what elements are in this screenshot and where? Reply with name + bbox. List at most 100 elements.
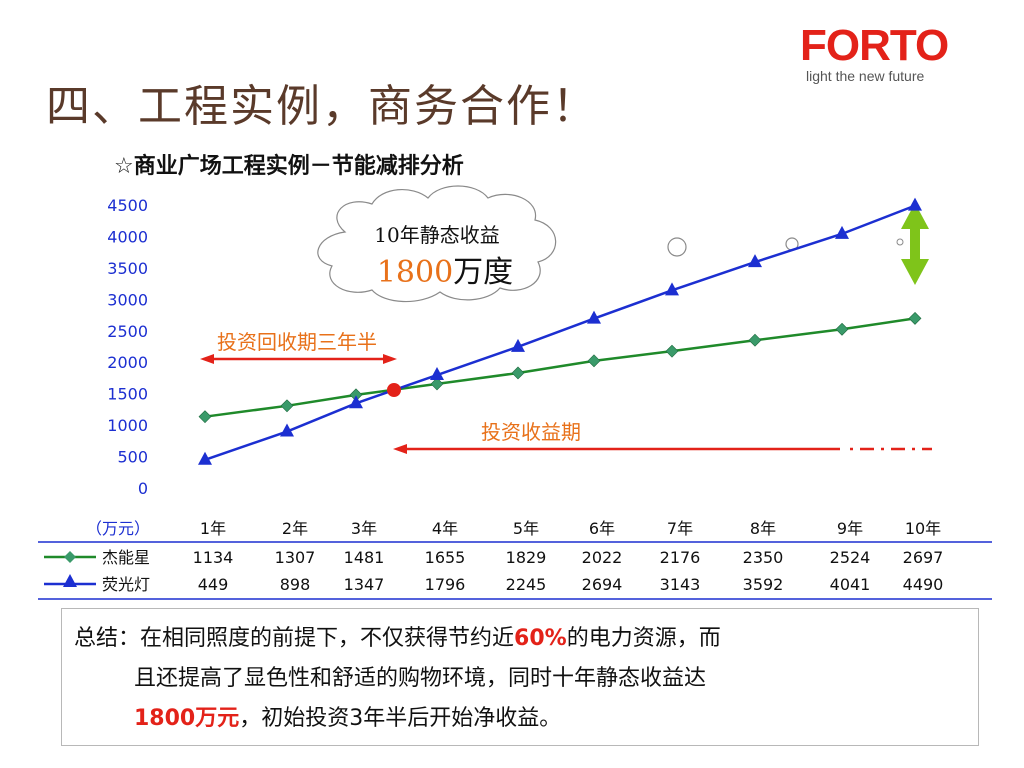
y-tick-label: 1000 — [107, 416, 148, 435]
x-tick-label: 5年 — [513, 519, 539, 538]
y-tick-label: 4000 — [107, 227, 148, 246]
x-tick-label: 6年 — [589, 519, 615, 538]
table-cell: 3143 — [660, 575, 701, 594]
table-row: 杰能星 1134 1307 1481 1655 1829 2022 2176 2350 2524 2… — [44, 548, 943, 567]
table-cell: 1655 — [425, 548, 466, 567]
line-chart: 0 500 1000 1500 2000 2500 3000 3500 4000 4500 10年… — [107, 185, 932, 498]
data-point-diamond — [748, 333, 762, 347]
summary-line-2: 且还提高了显色性和舒适的购物环境，同时十年静态收益达 — [134, 666, 707, 691]
data-point-diamond — [587, 354, 601, 368]
legend-marker-diamond — [64, 551, 76, 563]
data-point-triangle — [908, 197, 922, 211]
data-point-triangle — [430, 367, 444, 381]
data-point-triangle — [349, 395, 363, 409]
data-table-grid: （万元） 1年 2年 3年 4年 5年 6年 7年 8年 9年 10年 杰能星 1134 1307 14… — [38, 519, 992, 600]
data-point-diamond — [908, 311, 922, 325]
chart-subtitle: ☆商业广场工程实例－节能减排分析 — [114, 148, 464, 180]
table-cell: 4041 — [830, 575, 871, 594]
table-cell: 1481 — [344, 548, 385, 567]
y-tick-label: 3000 — [107, 290, 148, 309]
unit-label: （万元） — [86, 519, 150, 538]
star-icon: ☆ — [114, 154, 134, 179]
y-tick-label: 2000 — [107, 353, 148, 372]
table-cell: 2694 — [582, 575, 623, 594]
table-cell: 3592 — [743, 575, 784, 594]
data-point-diamond — [665, 344, 679, 358]
table-header-row: （万元） 1年 2年 3年 4年 5年 6年 7年 8年 9年 10年 — [86, 519, 941, 538]
bubble-small — [896, 238, 904, 246]
x-tick-label: 8年 — [750, 519, 776, 538]
summary-box: 总结：在相同照度的前提下，不仅获得节约近60%的电力资源，而 且还提高了显色性和… — [61, 608, 979, 746]
cloud-shape — [317, 185, 557, 303]
data-point-triangle — [835, 225, 849, 239]
table-cell: 2350 — [743, 548, 784, 567]
gain-cloud: 10年静态收益 1800万度 — [317, 185, 557, 303]
table-cell: 2697 — [903, 548, 944, 567]
y-tick-label: 1500 — [107, 385, 148, 404]
data-point-diamond — [280, 399, 294, 413]
y-tick-label: 0 — [138, 479, 148, 498]
summary-highlight-percent: 60% — [514, 626, 567, 651]
legend-marker-triangle — [63, 574, 77, 587]
subtitle-text: 商业广场工程实例－节能减排分析 — [133, 154, 464, 179]
x-tick-label: 9年 — [837, 519, 863, 538]
data-point-triangle — [198, 451, 212, 465]
payback-label: 投资回收期三年半 — [217, 330, 377, 354]
series-markers — [198, 197, 922, 465]
cloud-label: 10年静态收益 — [374, 223, 499, 247]
bubble-large — [667, 237, 687, 257]
summary-line-3: 1800万元，初始投资3年半后开始净收益。 — [74, 699, 966, 739]
table-cell: 898 — [280, 575, 311, 594]
data-point-diamond — [835, 322, 849, 336]
profit-arrow — [393, 444, 932, 454]
x-tick-label: 2年 — [282, 519, 308, 538]
profit-label: 投资收益期 — [481, 420, 581, 444]
series-name: 杰能星 — [102, 548, 150, 567]
table-cell: 2524 — [830, 548, 871, 567]
x-tick-label: 4年 — [432, 519, 458, 538]
data-point-diamond — [198, 410, 212, 424]
table-cell: 449 — [198, 575, 229, 594]
break-even-point — [387, 383, 401, 397]
table-cell: 1307 — [275, 548, 316, 567]
logo-tagline: light the new future — [806, 68, 925, 84]
y-tick-label: 500 — [117, 448, 148, 467]
logo-word: FORTO — [800, 21, 949, 70]
data-table: （万元） 1年 2年 3年 4年 5年 6年 7年 8年 9年 10年 杰能星 1134 1307 14… — [38, 513, 992, 605]
table-cell: 1796 — [425, 575, 466, 594]
data-point-triangle — [587, 310, 601, 324]
x-tick-label: 10年 — [905, 519, 941, 538]
gap-double-arrow — [901, 203, 929, 285]
summary-highlight-amount: 1800万元 — [134, 706, 240, 731]
table-cell: 1347 — [344, 575, 385, 594]
table-cell: 4490 — [903, 575, 944, 594]
y-tick-label: 2500 — [107, 322, 148, 341]
table-cell: 1829 — [506, 548, 547, 567]
data-point-triangle — [665, 282, 679, 296]
summary-text: ，初始投资3年半后开始净收益。 — [239, 706, 562, 731]
y-tick-label: 3500 — [107, 259, 148, 278]
series-line — [204, 317, 916, 418]
data-point-triangle — [280, 423, 294, 437]
cloud-value-line: 1800万度 — [377, 255, 513, 290]
table-row: 荧光灯 449 898 1347 1796 2245 2694 3143 3592 4041 449… — [44, 574, 943, 594]
cloud-unit: 万度 — [453, 255, 513, 290]
series-line — [204, 204, 916, 461]
summary-line-1: 总结：在相同照度的前提下，不仅获得节约近60%的电力资源，而 — [74, 619, 966, 659]
x-tick-label: 7年 — [667, 519, 693, 538]
table-cell: 2022 — [582, 548, 623, 567]
table-cell: 2245 — [506, 575, 547, 594]
data-point-triangle — [748, 254, 762, 268]
y-axis: 0 500 1000 1500 2000 2500 3000 3500 4000 4500 — [107, 196, 148, 498]
x-tick-label: 1年 — [200, 519, 226, 538]
forto-logo: FORTO light the new future — [800, 24, 970, 94]
x-tick-label: 3年 — [351, 519, 377, 538]
summary-text: 总结：在相同照度的前提下，不仅获得节约近 — [74, 626, 515, 651]
cloud-value: 1800 — [377, 255, 453, 290]
decorations: 10年静态收益 1800万度 投资回收期三年半 投资收益期 — [200, 185, 932, 454]
series-lines — [204, 204, 916, 461]
data-point-diamond — [511, 366, 525, 380]
y-tick-label: 4500 — [107, 196, 148, 215]
table-cell: 2176 — [660, 548, 701, 567]
series-name: 荧光灯 — [102, 575, 150, 594]
